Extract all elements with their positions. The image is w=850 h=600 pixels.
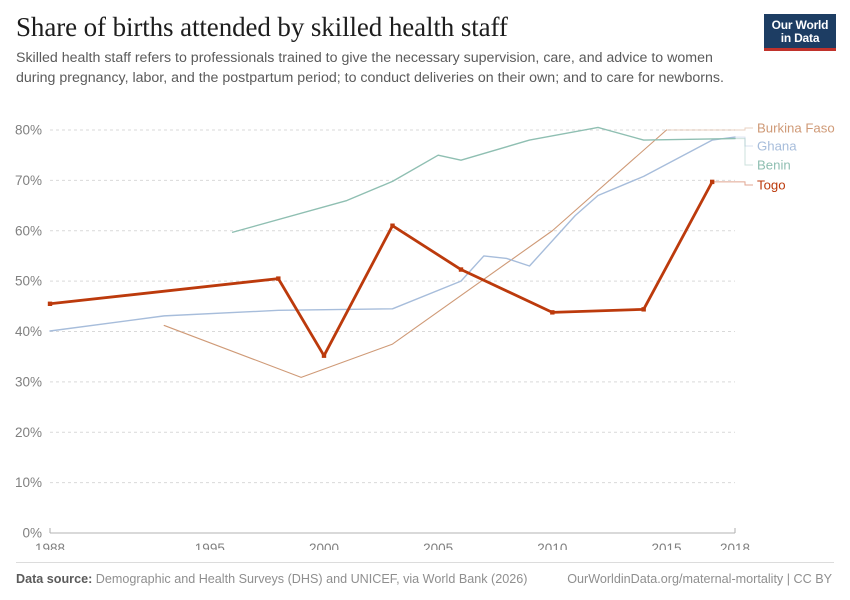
x-axis-tick-label: 2015 xyxy=(651,541,681,550)
data-point-marker[interactable] xyxy=(550,310,555,315)
attribution-link[interactable]: OurWorldinData.org/maternal-mortality | … xyxy=(567,572,832,586)
y-axis-tick-label: 60% xyxy=(15,223,42,238)
x-axis-tick-label: 2010 xyxy=(537,541,567,550)
data-source-label: Data source: xyxy=(16,572,93,586)
legend-connector-ghana xyxy=(735,136,753,147)
x-axis-tick-label: 2000 xyxy=(309,541,339,550)
data-source-text: Demographic and Health Surveys (DHS) and… xyxy=(95,572,528,586)
line-chart-svg: 0% 10% 20% 30% 40% 50% 60% 70% 80% 1988 1995 2000 2… xyxy=(15,121,835,551)
data-point-marker[interactable] xyxy=(458,267,464,272)
series-line-benin[interactable] xyxy=(231,126,736,233)
x-axis-tick-label: 2005 xyxy=(423,541,453,550)
data-source: Data source: Demographic and Health Surv… xyxy=(16,572,527,586)
series-line-burkina-faso[interactable] xyxy=(163,129,668,378)
our-world-in-data-logo[interactable]: Our World in Data xyxy=(764,14,836,51)
y-axis-tick-label: 70% xyxy=(15,173,42,188)
x-axis-tick-label: 2018 xyxy=(720,541,750,550)
chart-plot-area: 0% 10% 20% 30% 40% 50% 60% 70% 80% 1988 1995 2000 2… xyxy=(0,110,850,551)
data-point-marker[interactable] xyxy=(390,223,395,228)
y-axis-tick-label: 20% xyxy=(15,425,42,440)
data-point-marker[interactable] xyxy=(709,179,715,185)
gridlines-group xyxy=(50,129,735,484)
data-point-marker[interactable] xyxy=(641,307,646,312)
y-axis-tick-labels: 0% 10% 20% 30% 40% 50% 60% 70% 80% xyxy=(15,123,42,541)
series-line-togo[interactable] xyxy=(48,180,714,358)
legend-item-burkina-faso[interactable]: Burkina Faso xyxy=(757,121,835,136)
logo-line-1: Our World xyxy=(771,18,829,32)
legend-item-togo[interactable]: Togo xyxy=(757,178,786,193)
chart-footer: Data source: Demographic and Health Surv… xyxy=(16,562,834,586)
y-axis-tick-label: 40% xyxy=(15,324,42,339)
y-axis-tick-label: 30% xyxy=(15,374,42,389)
data-point-marker[interactable] xyxy=(276,276,281,281)
chart-legend: Burkina Faso Ghana Benin Togo xyxy=(666,121,835,193)
x-axis-line xyxy=(49,528,736,534)
chart-subtitle: Skilled health staff refers to professio… xyxy=(16,50,724,86)
y-axis-tick-label: 50% xyxy=(15,274,42,289)
legend-item-ghana[interactable]: Ghana xyxy=(757,139,797,154)
page-title: Share of births attended by skilled heal… xyxy=(16,12,508,42)
y-axis-tick-label: 80% xyxy=(15,123,42,138)
y-axis-tick-label: 0% xyxy=(22,526,42,541)
x-axis-tick-label: 1988 xyxy=(35,541,65,550)
y-axis-tick-label: 10% xyxy=(15,475,42,490)
legend-connector-togo xyxy=(712,181,753,186)
logo-line-2: in Data xyxy=(780,30,820,45)
series-line-ghana[interactable] xyxy=(49,136,736,332)
data-point-marker[interactable] xyxy=(47,301,53,306)
data-series-group xyxy=(47,126,736,378)
x-axis-tick-label: 1995 xyxy=(195,541,225,550)
legend-connector-burkina-faso xyxy=(666,127,753,131)
data-point-marker[interactable] xyxy=(321,353,327,358)
legend-item-benin[interactable]: Benin xyxy=(757,158,791,173)
x-axis-tick-labels: 1988 1995 2000 2005 2010 2015 2018 xyxy=(35,541,750,550)
legend-connector-benin xyxy=(735,138,753,166)
chart-header: Share of births attended by skilled heal… xyxy=(16,12,756,88)
